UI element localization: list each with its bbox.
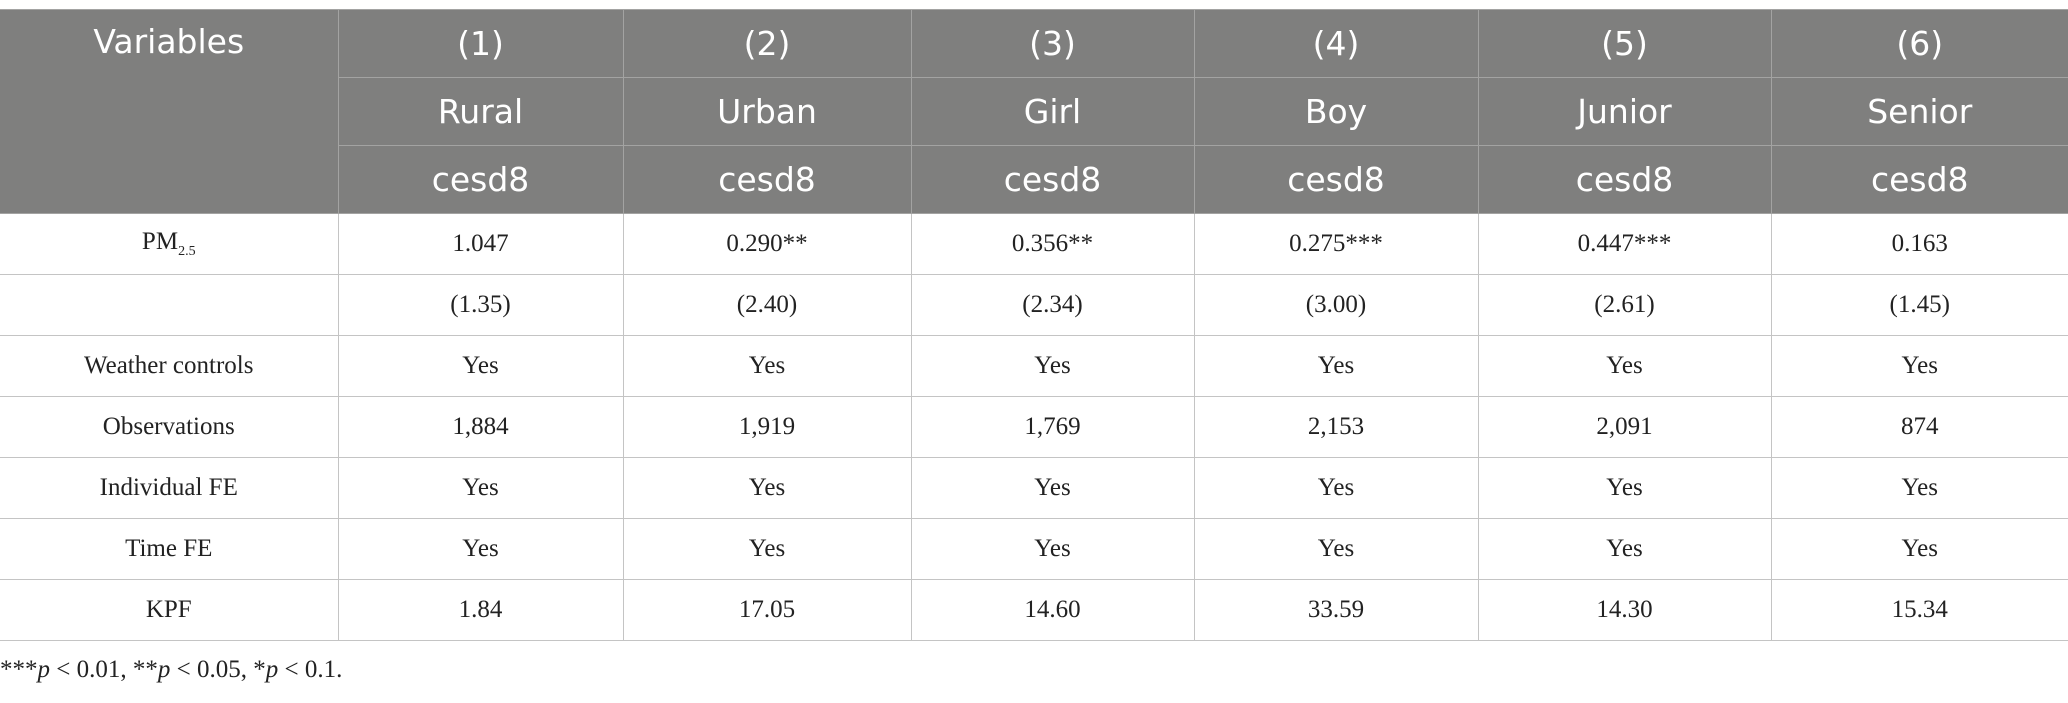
table-cell: Yes [337, 335, 624, 397]
table-cell: Yes [622, 335, 912, 397]
table-cell: 0.356** [910, 213, 1195, 275]
table-cell: (1.35) [337, 274, 624, 336]
header-cell: (4) [1193, 9, 1479, 78]
table-row: Time FE Yes Yes Yes Yes Yes Yes [0, 518, 2068, 580]
header-cell: (3) [910, 9, 1195, 78]
table-cell: 2,153 [1193, 396, 1479, 458]
table-cell: Yes [622, 518, 912, 580]
table-cell: 14.30 [1477, 579, 1772, 641]
row-label-text: Time FE [125, 535, 213, 562]
row-label [0, 274, 339, 336]
header-cell: Variables [0, 9, 339, 214]
table-cell: (2.34) [910, 274, 1195, 336]
table-cell: Yes [1770, 518, 2068, 580]
table-cell: 0.275*** [1193, 213, 1479, 275]
table-cell: Yes [1770, 457, 2068, 519]
table-cell: 17.05 [622, 579, 912, 641]
table-cell: Yes [622, 457, 912, 519]
table-row: (1.35) (2.40) (2.34) (3.00) (2.61) (1.45) [0, 274, 2068, 336]
table-cell: Yes [1477, 335, 1772, 397]
table-cell: Yes [1193, 518, 1479, 580]
table-cell: Yes [1477, 457, 1772, 519]
table-row: Individual FE Yes Yes Yes Yes Yes Yes [0, 457, 2068, 519]
row-label-subscript: 2.5 [178, 244, 196, 259]
table-cell: Yes [1770, 335, 2068, 397]
row-label: Weather controls [0, 335, 339, 397]
header-cell: (6) [1770, 9, 2068, 78]
table-cell: 1,884 [337, 396, 624, 458]
table-cell: 15.34 [1770, 579, 2068, 641]
table-cell: 2,091 [1477, 396, 1772, 458]
header-cell: Senior [1770, 77, 2068, 146]
row-label: Individual FE [0, 457, 339, 519]
table-cell: (2.40) [622, 274, 912, 336]
table-cell: 0.447*** [1477, 213, 1772, 275]
header-cell: Girl [910, 77, 1195, 146]
table-row: PM2.5 1.047 0.290** 0.356** 0.275*** 0.447***… [0, 213, 2068, 275]
row-label-text: KPF [145, 596, 192, 623]
table-cell: 33.59 [1193, 579, 1479, 641]
row-label-text: Individual FE [99, 474, 238, 501]
header-cell: cesd8 [1770, 145, 2068, 214]
header-cell: Rural [338, 77, 624, 146]
header-cell: cesd8 [910, 145, 1195, 214]
table-cell: 14.60 [910, 579, 1195, 641]
table-cell: (3.00) [1193, 274, 1479, 336]
row-label: Time FE [0, 518, 339, 580]
table-cell: Yes [1193, 457, 1479, 519]
row-label: Observations [0, 396, 339, 458]
header-cell: (2) [622, 9, 912, 78]
header-cell: (5) [1477, 9, 1772, 78]
table-cell: Yes [1193, 335, 1479, 397]
table-cell: Yes [1477, 518, 1772, 580]
header-cell: Boy [1193, 77, 1479, 146]
table-cell: 874 [1770, 396, 2068, 458]
row-label-text: Observations [102, 413, 235, 440]
table-cell: 1.84 [337, 579, 624, 641]
table-cell: Yes [910, 518, 1195, 580]
header-cell: Junior [1477, 77, 1772, 146]
results-table: Variables (1) (2) (3) (4) (5) (6) Rural Urban Gir… [0, 9, 2068, 641]
table-cell: Yes [337, 457, 624, 519]
table-cell: (2.61) [1477, 274, 1772, 336]
footnote: ***p < 0.01, **p < 0.05, *p < 0.1. [0, 656, 343, 683]
table-cell: Yes [337, 518, 624, 580]
row-label-text: PM [141, 228, 179, 255]
header-cell: (1) [337, 9, 624, 78]
header-row: cesd8 cesd8 cesd8 cesd8 cesd8 cesd8 [0, 145, 2068, 214]
header-cell: cesd8 [338, 145, 624, 214]
table-row: KPF 1.84 17.05 14.60 33.59 14.30 15.34 [0, 579, 2068, 641]
header-row: Variables (1) (2) (3) (4) (5) (6) [0, 9, 2068, 214]
table-cell: 1,769 [910, 396, 1195, 458]
table-cell: 1,919 [622, 396, 912, 458]
table-row: Observations 1,884 1,919 1,769 2,153 2,091 874 [0, 396, 2068, 458]
table-row: Weather controls Yes Yes Yes Yes Yes Yes [0, 335, 2068, 397]
header-row: Rural Urban Girl Boy Junior Senior [0, 77, 2068, 146]
row-label: KPF [0, 579, 339, 641]
table-cell: 0.163 [1770, 213, 2068, 275]
header-cell: cesd8 [1477, 145, 1772, 214]
header-cell: Urban [622, 77, 912, 146]
row-label-text: Weather controls [84, 352, 254, 379]
row-label: PM2.5 [0, 213, 339, 275]
table-cell: (1.45) [1770, 274, 2068, 336]
header-cell: cesd8 [1193, 145, 1479, 214]
header-cell: cesd8 [622, 145, 912, 214]
table-cell: 1.047 [337, 213, 624, 275]
table-cell: Yes [910, 457, 1195, 519]
table-cell: Yes [910, 335, 1195, 397]
table-cell: 0.290** [622, 213, 912, 275]
